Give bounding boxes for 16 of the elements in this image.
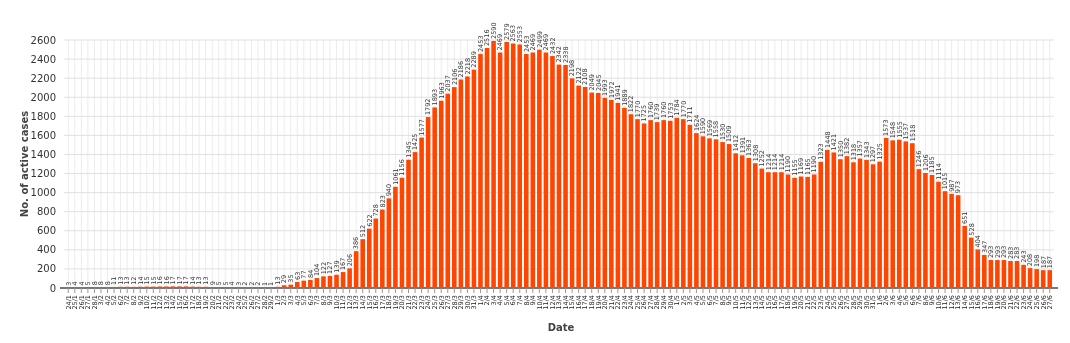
x-axis-title: Date — [547, 322, 575, 333]
y-tick-label: 2000 — [30, 91, 56, 103]
y-tick-label: 1000 — [30, 187, 56, 199]
y-tick-label: 0 — [49, 282, 56, 294]
y-tick-label: 1200 — [30, 168, 56, 180]
y-tick-label: 1800 — [30, 110, 56, 122]
y-tick-label: 1400 — [30, 148, 56, 160]
y-tick-label: 200 — [36, 263, 56, 275]
y-axis-title: No. of active cases — [19, 110, 30, 218]
y-tick-label: 2400 — [30, 53, 56, 65]
y-tick-label: 1600 — [30, 129, 56, 141]
y-tick-label: 2200 — [30, 72, 56, 84]
y-tick-label: 800 — [36, 206, 56, 218]
y-tick-label: 400 — [36, 244, 56, 256]
y-tick-label: 2600 — [30, 34, 56, 46]
y-tick-label: 600 — [36, 225, 56, 237]
